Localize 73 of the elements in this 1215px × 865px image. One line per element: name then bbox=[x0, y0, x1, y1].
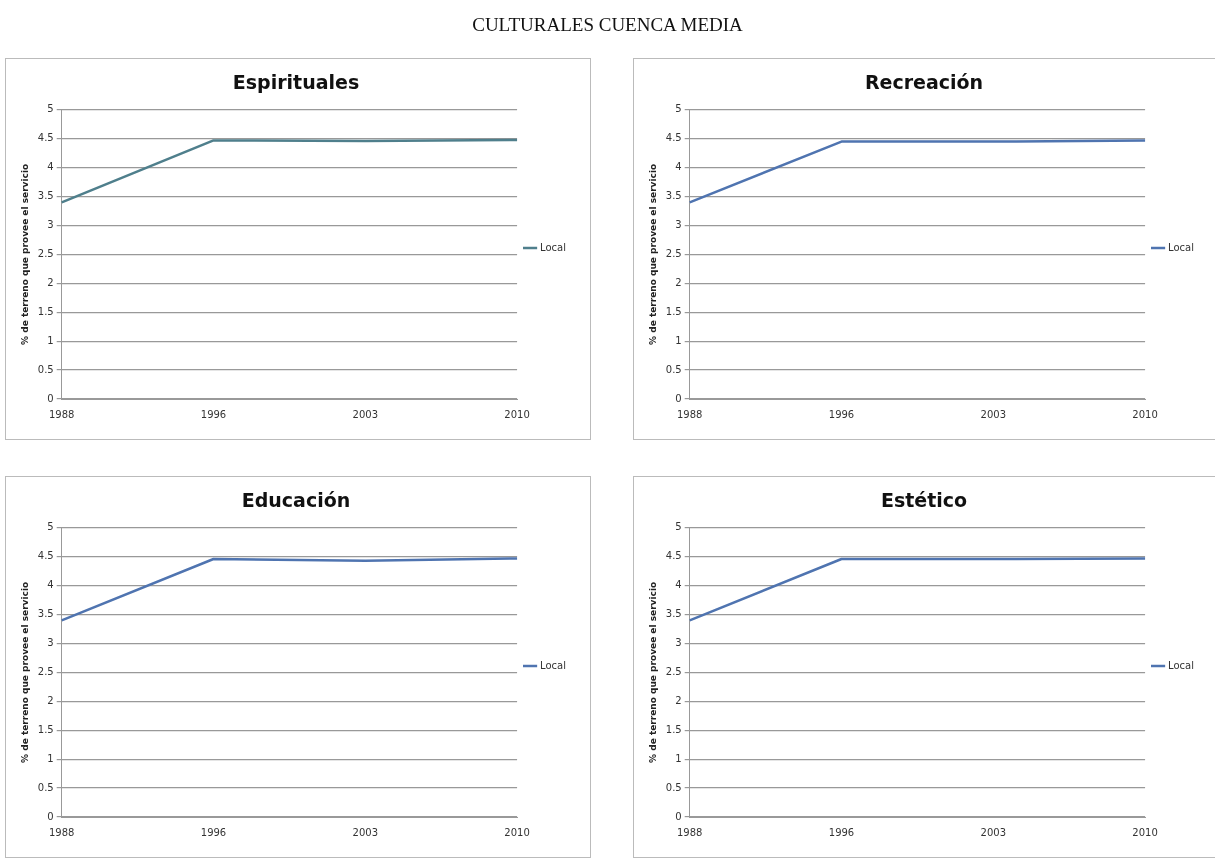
y-tick-label: 5 bbox=[47, 521, 54, 533]
x-tick-label: 1988 bbox=[676, 826, 703, 838]
y-tick-label: 5 bbox=[675, 103, 682, 115]
y-tick-label: 0.5 bbox=[37, 781, 54, 793]
y-tick-label: 4 bbox=[675, 579, 682, 591]
x-tick-label: 2003 bbox=[352, 408, 379, 420]
legend-label: Local bbox=[540, 241, 566, 253]
y-tick-label: 1 bbox=[47, 334, 54, 346]
y-tick-label: 1 bbox=[47, 752, 54, 764]
y-tick-label: 1.5 bbox=[665, 305, 682, 317]
y-tick-label: 0.5 bbox=[37, 363, 54, 375]
x-tick-label: 1996 bbox=[200, 826, 227, 838]
y-tick-label: 2.5 bbox=[665, 247, 682, 259]
y-axis-title: % de terreno que provee el servicio bbox=[647, 163, 658, 345]
x-tick-label: 2003 bbox=[352, 826, 379, 838]
y-tick-label: 1 bbox=[675, 752, 682, 764]
text: CULTURALES CUENCA MEDIA bbox=[471, 14, 744, 36]
y-tick-label: 2.5 bbox=[37, 247, 54, 259]
y-tick-label: 3 bbox=[47, 637, 54, 649]
x-tick-label: 1988 bbox=[48, 826, 75, 838]
y-tick-label: 1.5 bbox=[37, 723, 54, 735]
y-tick-label: 5 bbox=[675, 521, 682, 533]
y-tick-label: 4.5 bbox=[665, 550, 682, 562]
y-tick-label: 3 bbox=[47, 219, 54, 231]
x-tick-label: 1996 bbox=[828, 408, 855, 420]
y-axis-title: % de terreno que provee el servicio bbox=[19, 581, 30, 763]
y-tick-label: 2 bbox=[675, 694, 682, 706]
chart-title: Educación bbox=[241, 489, 351, 512]
y-tick-label: 1.5 bbox=[37, 305, 54, 317]
x-tick-label: 2003 bbox=[980, 408, 1007, 420]
y-tick-label: 0.5 bbox=[665, 781, 682, 793]
y-tick-label: 4.5 bbox=[37, 132, 54, 144]
x-tick-label: 2003 bbox=[980, 826, 1007, 838]
x-tick-label: 1996 bbox=[200, 408, 227, 420]
chart-title: Estético bbox=[880, 489, 968, 512]
legend-label: Local bbox=[1168, 241, 1194, 253]
y-tick-label: 0.5 bbox=[665, 363, 682, 375]
y-tick-label: 1.5 bbox=[665, 723, 682, 735]
y-tick-label: 2.5 bbox=[665, 665, 682, 677]
y-tick-label: 3.5 bbox=[665, 190, 682, 202]
y-tick-label: 4 bbox=[675, 161, 682, 173]
y-axis-title: % de terreno que provee el servicio bbox=[19, 163, 30, 345]
legend-label: Local bbox=[540, 659, 566, 671]
x-tick-label: 1988 bbox=[48, 408, 75, 420]
x-tick-label: 2010 bbox=[504, 408, 530, 420]
x-tick-label: 1988 bbox=[676, 408, 703, 420]
y-tick-label: 2 bbox=[47, 276, 54, 288]
chart-title: Recreación bbox=[864, 71, 984, 94]
y-tick-label: 4 bbox=[47, 579, 54, 591]
y-tick-label: 4.5 bbox=[665, 132, 682, 144]
y-tick-label: 3.5 bbox=[665, 608, 682, 620]
y-tick-label: 2.5 bbox=[37, 665, 54, 677]
y-tick-label: 0 bbox=[47, 810, 54, 822]
y-tick-label: 5 bbox=[47, 103, 54, 115]
y-tick-label: 2 bbox=[47, 694, 54, 706]
chart-title: Espirituales bbox=[232, 71, 360, 94]
y-tick-label: 0 bbox=[675, 392, 682, 404]
y-tick-label: 1 bbox=[675, 334, 682, 346]
y-tick-label: 4.5 bbox=[37, 550, 54, 562]
y-tick-label: 3.5 bbox=[37, 608, 54, 620]
x-tick-label: 2010 bbox=[1132, 826, 1158, 838]
x-tick-label: 2010 bbox=[504, 826, 530, 838]
y-tick-label: 0 bbox=[675, 810, 682, 822]
y-tick-label: 3.5 bbox=[37, 190, 54, 202]
legend-label: Local bbox=[1168, 659, 1194, 671]
y-tick-label: 0 bbox=[47, 392, 54, 404]
y-tick-label: 2 bbox=[675, 276, 682, 288]
y-tick-label: 4 bbox=[47, 161, 54, 173]
x-tick-label: 1996 bbox=[828, 826, 855, 838]
y-axis-title: % de terreno que provee el servicio bbox=[647, 581, 658, 763]
y-tick-label: 3 bbox=[675, 637, 682, 649]
x-tick-label: 2010 bbox=[1132, 408, 1158, 420]
y-tick-label: 3 bbox=[675, 219, 682, 231]
